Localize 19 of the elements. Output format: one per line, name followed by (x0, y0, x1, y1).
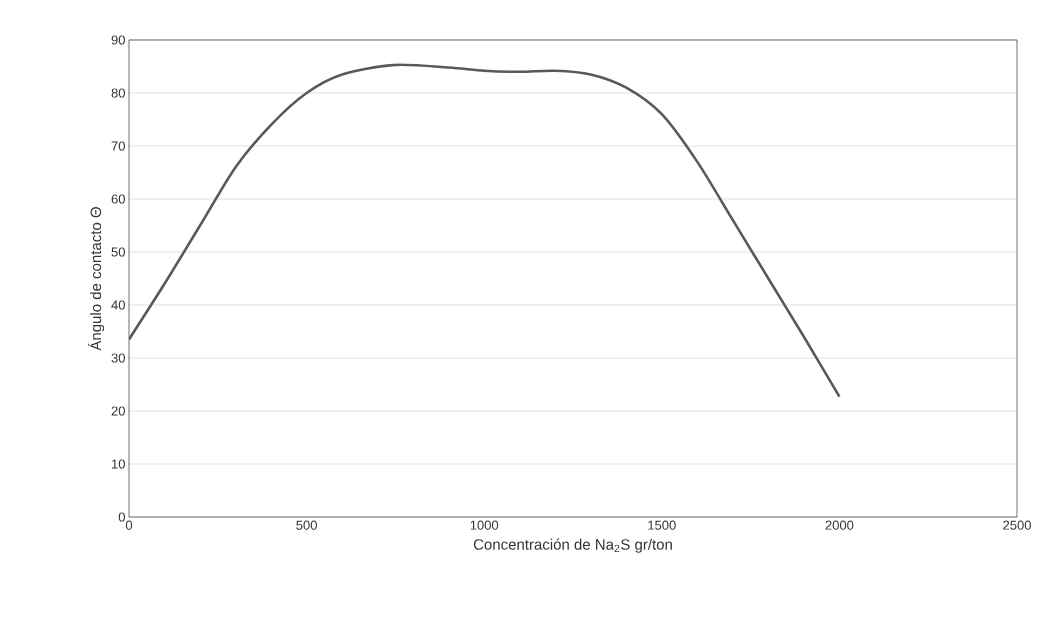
y-tick-label: 40 (111, 300, 125, 310)
y-tick-label: 90 (111, 35, 125, 45)
x-tick-label: 2500 (1003, 520, 1031, 530)
line-series (129, 63, 841, 398)
y-tick-label: 0 (118, 512, 125, 522)
x-axis-title: Concentración de Na$_{2}$S gr/ton (473, 538, 672, 553)
x-tick-label: 1000 (470, 520, 499, 530)
x-tick-label: 500 (296, 520, 317, 530)
y-tick-label: 20 (111, 406, 125, 416)
x-tick-label: 2000 (825, 520, 854, 530)
y-tick-label: 10 (112, 459, 125, 469)
y-tick-label: 30 (111, 353, 125, 363)
y-tick-label: 50 (111, 247, 125, 257)
x-tick-label: 1500 (648, 520, 676, 530)
y-tick-label: 70 (111, 141, 125, 151)
y-axis-title: Ángulo de contacto Θ (88, 207, 105, 351)
y-tick-label: 60 (111, 194, 125, 204)
x-tick-label: 0 (125, 520, 133, 530)
y-tick-label: 80 (111, 88, 125, 98)
